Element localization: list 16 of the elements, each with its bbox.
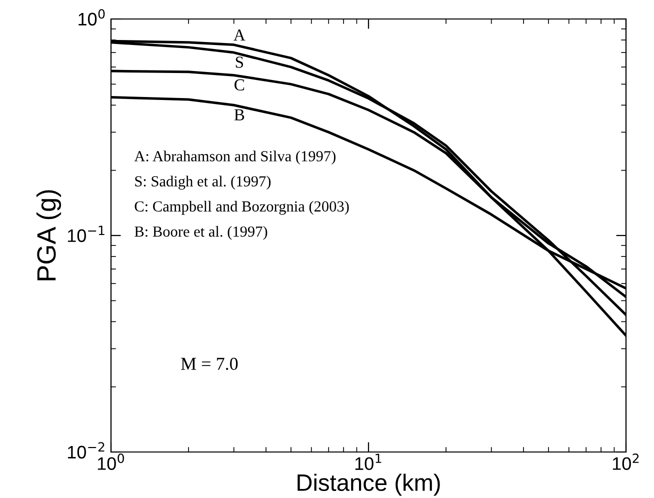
- annotation: S: Sadigh et al. (1997): [135, 176, 271, 190]
- x-tick-label: 10$^{1}$: [355, 454, 382, 470]
- x-tick-label: 10$^{0}$: [98, 454, 124, 470]
- y-tick-label: 10$^{0}$: [78, 9, 105, 26]
- x-axis-title: Distance (km): [298, 474, 440, 496]
- annotation: A: Abrahamson and Silva (1997): [134, 150, 336, 164]
- x-tick-label: 10$^{2}$: [612, 454, 639, 470]
- y-axis-title: PGA (g): [36, 190, 62, 280]
- legend-label: A: [234, 29, 246, 40]
- series-label: S: [236, 56, 244, 68]
- series-label: C: [234, 79, 244, 90]
- annotation: M = 7.0: [181, 358, 238, 370]
- y-tick-label: 10$^{−1}$: [68, 226, 104, 242]
- annotation: B: Boore et al. (1997): [134, 226, 268, 240]
- series-label: B: [234, 109, 244, 120]
- annotation: C: Campbell and Bozorgnia (2003): [134, 200, 349, 215]
